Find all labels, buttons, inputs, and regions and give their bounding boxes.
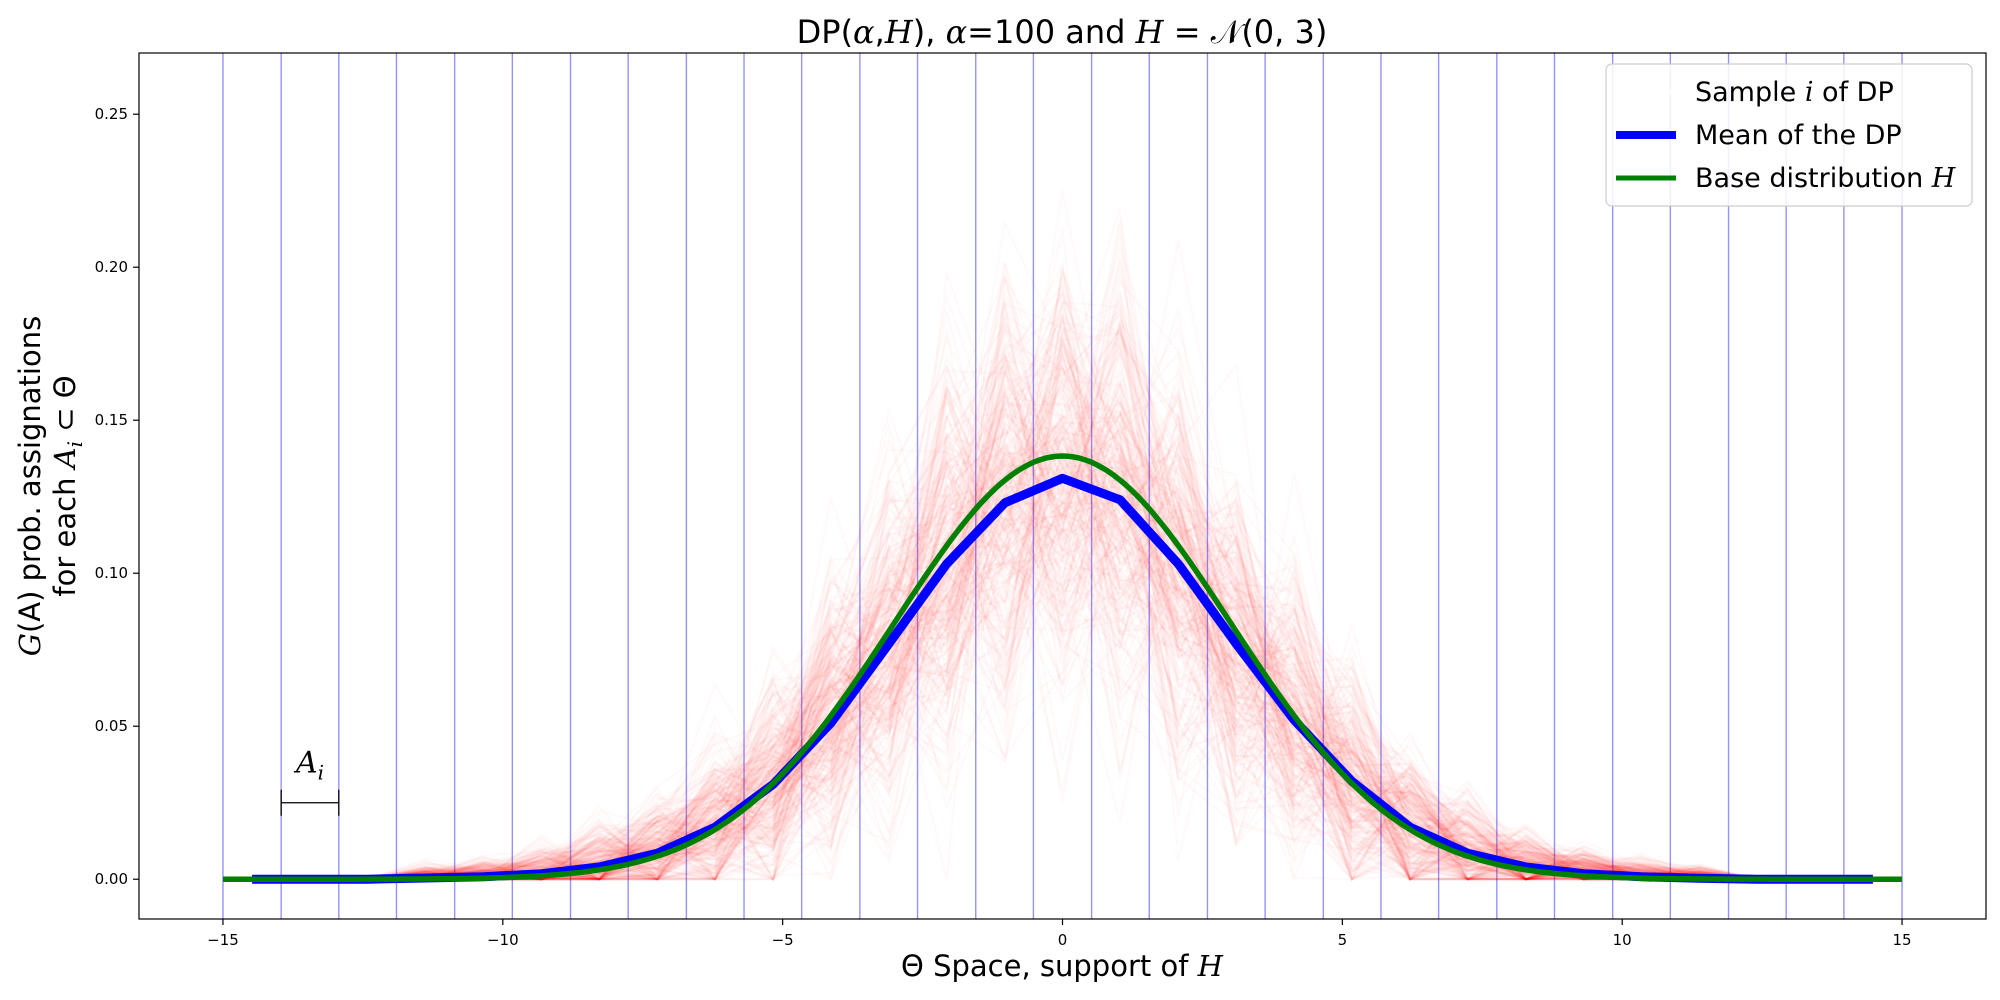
partition-lines <box>222 53 1903 919</box>
title-equals: =100 and <box>967 13 1135 51</box>
y-tick-label: 0.05 <box>95 717 128 735</box>
x-tick-label: −5 <box>772 931 794 949</box>
y-label-sub-i: i <box>63 441 87 447</box>
title-comma: , <box>875 13 885 51</box>
y-label-a: A <box>48 447 82 471</box>
x-axis-label-h: H <box>1197 949 1224 983</box>
y-axis-ticks: 0.00 0.05 0.10 0.15 0.20 0.25 <box>95 105 139 888</box>
x-tick-label: 15 <box>1892 931 1911 949</box>
title-alpha: α <box>853 13 875 51</box>
y-label-g: G <box>13 633 47 656</box>
title-normal: = 𝒩(0, 3) <box>1164 13 1328 51</box>
x-axis-label: Θ Space, support of H <box>901 949 1224 983</box>
y-axis-label: G(A) prob. assignations for each Ai ⊂ Θ <box>13 316 87 656</box>
legend-samples-post: of DP <box>1813 77 1893 108</box>
y-tick-label: 0.20 <box>95 258 128 276</box>
annotation-label-a: A <box>293 746 318 781</box>
title-prefix: DP( <box>797 13 853 51</box>
x-tick-label: −15 <box>207 931 239 949</box>
x-tick-label: −10 <box>487 931 519 949</box>
annotation-label: Ai <box>293 746 324 785</box>
legend-base-text: Base distribution <box>1695 163 1932 194</box>
y-label-line2-text: for each <box>48 468 82 596</box>
y-tick-label: 0.10 <box>95 564 128 582</box>
title-suffix: ), <box>913 13 946 51</box>
y-tick-label: 0.15 <box>95 411 128 429</box>
legend-mean-text: Mean of the DP <box>1695 120 1902 151</box>
y-label-line1-rest: (A) prob. assignations <box>13 316 47 633</box>
title-alpha-2: α <box>946 13 968 51</box>
y-axis-label-line1: G(A) prob. assignations <box>13 316 47 656</box>
x-axis-label-text: Θ Space, support of <box>901 949 1198 983</box>
annotation-label-sub-i: i <box>318 761 324 785</box>
y-label-line2-rest: ⊂ Θ <box>48 375 82 441</box>
y-tick-label: 0.00 <box>95 870 128 888</box>
x-tick-label: 5 <box>1338 931 1348 949</box>
base-distribution-line <box>223 453 1902 882</box>
x-axis-ticks: −15 −10 −5 0 5 10 15 <box>207 919 1912 949</box>
x-tick-label: 10 <box>1613 931 1632 949</box>
legend-samples-i: i <box>1805 77 1814 108</box>
legend: Sample i of DP Mean of the DP Base distr… <box>1605 63 1973 207</box>
partition-annotation: Ai <box>280 746 340 816</box>
y-tick-label: 0.25 <box>95 105 128 123</box>
chart-title: DP(α,H), α=100 and H = 𝒩(0, 3) <box>797 13 1328 51</box>
title-h: H <box>884 13 914 51</box>
legend-label-samples: Sample i of DP <box>1695 77 1894 108</box>
title-h-2: H <box>1135 13 1165 51</box>
base-distribution-series <box>223 453 1902 882</box>
legend-label-base: Base distribution H <box>1695 163 1956 194</box>
legend-base-h: H <box>1931 163 1956 194</box>
dp-samples <box>252 190 1873 879</box>
x-tick-label: 0 <box>1058 931 1068 949</box>
legend-label-mean: Mean of the DP <box>1695 120 1902 151</box>
legend-box <box>1605 63 1973 207</box>
y-axis-label-line2: for each Ai ⊂ Θ <box>48 375 87 596</box>
legend-samples-pre: Sample <box>1695 77 1805 108</box>
